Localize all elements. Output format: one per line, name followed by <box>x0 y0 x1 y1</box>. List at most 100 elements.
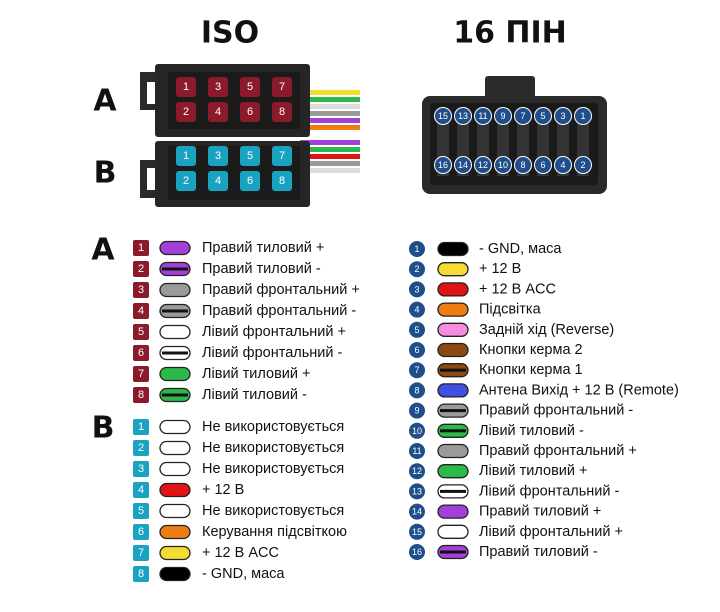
pin-number: 5 <box>414 325 419 335</box>
pin-number: 6 <box>540 160 545 170</box>
wire-color <box>437 443 469 459</box>
legend-label: + 12 В <box>202 482 244 498</box>
pin-number: 7 <box>414 365 419 375</box>
wire-color <box>437 322 469 337</box>
pin-number: 7 <box>520 111 525 121</box>
pin-number: 7 <box>138 547 144 559</box>
pin-number: 9 <box>500 111 505 121</box>
pin-badge <box>474 156 492 174</box>
legend-label: Задній хід (Reverse) <box>479 322 614 338</box>
pin-number: 1 <box>183 81 189 93</box>
legend-label: Лівий фронтальний + <box>479 524 623 540</box>
pin-badge <box>409 342 425 358</box>
legend-label: Кнопки керма 2 <box>479 342 583 358</box>
pin-number: 16 <box>438 160 448 170</box>
pin-badge <box>133 545 149 561</box>
legend-label: Правий тиловий - <box>202 261 321 277</box>
pin-number: 6 <box>247 106 253 118</box>
legend-label: Не використовується <box>202 461 344 477</box>
pin-number: 8 <box>279 175 285 187</box>
wire-color <box>437 241 469 257</box>
pin-badge <box>176 102 196 122</box>
wire-color <box>159 482 191 498</box>
pin-number: 5 <box>138 326 144 338</box>
pin-number: 3 <box>560 111 565 121</box>
pin-number: 6 <box>138 347 144 359</box>
legend-label: Лівий тиловий - <box>202 387 307 403</box>
pin-badge <box>176 77 196 97</box>
pin-badge <box>133 324 149 340</box>
pin-badge <box>409 544 425 560</box>
pin-badge <box>176 146 196 166</box>
pin-number: 3 <box>138 463 144 475</box>
pin-badge <box>272 146 292 166</box>
legend-label: Лівий тиловий + <box>202 366 311 382</box>
pin-badge <box>133 282 149 298</box>
pin-number: 10 <box>498 160 508 170</box>
pin-number: 8 <box>138 568 144 580</box>
pin-number: 8 <box>520 160 525 170</box>
pin-badge <box>409 261 425 278</box>
legend-label: Не використовується <box>202 419 344 435</box>
pin-badge <box>133 524 149 540</box>
pin-badge <box>133 261 149 277</box>
legend-label: + 12 В <box>479 261 521 277</box>
legend-label: Лівий фронтальний + <box>202 324 346 340</box>
pin-number: 8 <box>414 385 419 395</box>
pin-badge <box>409 281 425 298</box>
pin-badge <box>534 107 552 125</box>
legend-label: Лівий тиловий - <box>479 423 584 439</box>
legend-label: Не використовується <box>202 440 344 456</box>
wire-color <box>437 262 469 277</box>
pin-badge <box>494 156 512 174</box>
pin-badge <box>176 171 196 191</box>
pin-number: 3 <box>215 150 221 162</box>
wire-stripe <box>440 368 466 372</box>
pin-badge <box>272 102 292 122</box>
legend-label: Керування підсвіткою <box>202 524 347 540</box>
wire-stripe <box>440 489 466 493</box>
pin-badge <box>574 107 592 125</box>
pin-badge <box>409 443 425 459</box>
pin-number: 8 <box>138 389 144 401</box>
group-b-label: B <box>94 156 117 191</box>
pin-badge <box>272 77 292 97</box>
pin-number: 5 <box>138 505 144 517</box>
pin-number: 2 <box>183 106 189 118</box>
pin-number: 7 <box>138 368 144 380</box>
pin-badge <box>133 461 149 477</box>
pin-badge <box>133 566 149 582</box>
wire-color <box>437 342 469 358</box>
pin-number: 15 <box>438 111 448 121</box>
pin-badge <box>133 240 149 256</box>
pin-number: 14 <box>412 507 422 517</box>
pin-number: 13 <box>412 486 422 496</box>
pin-badge <box>514 107 532 125</box>
legend-label: Лівий фронтальний - <box>479 483 620 499</box>
pin-badge <box>409 483 425 500</box>
pin-badge <box>554 156 572 174</box>
pin16-title: 16 ПІН <box>453 16 567 51</box>
legend-label: Підсвітка <box>479 302 542 318</box>
pin-badge <box>240 102 260 122</box>
pin-badge <box>133 387 149 403</box>
legend-label: Правий тиловий - <box>479 544 598 560</box>
pin-badge <box>454 107 472 125</box>
wire-color <box>159 282 191 298</box>
legend-label: + 12 В ACC <box>202 545 279 561</box>
pin-number: 1 <box>414 244 419 254</box>
pin-number: 3 <box>215 81 221 93</box>
legend-label: Правий тиловий + <box>479 504 601 520</box>
pin-badge <box>208 77 228 97</box>
legend-label: - GND, маса <box>479 241 562 257</box>
pin-badge <box>409 382 425 399</box>
pin-badge <box>133 303 149 319</box>
pin-badge <box>240 171 260 191</box>
legend-label: Правий фронтальний + <box>479 443 637 459</box>
pin-number: 12 <box>412 466 422 476</box>
pin-badge <box>133 440 149 456</box>
pin-number: 4 <box>215 175 221 187</box>
wire-color <box>437 302 469 317</box>
pin-number: 15 <box>412 527 422 537</box>
pin-badge <box>434 107 452 125</box>
